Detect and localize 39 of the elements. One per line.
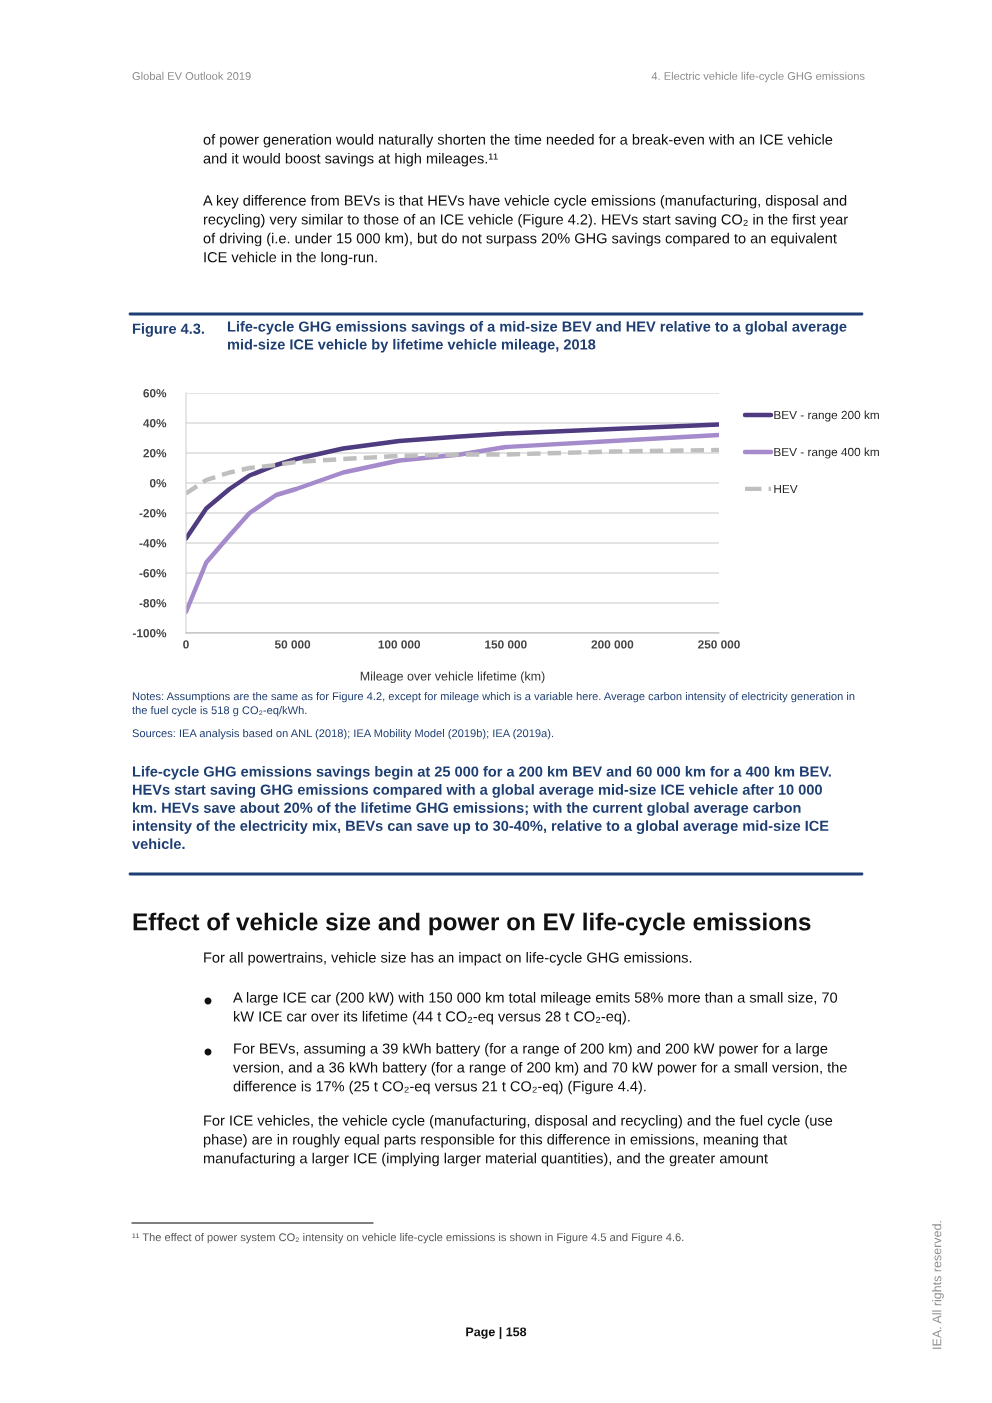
text: For all powertrains, vehicle size has an impact on life-cycle GHG emissions. <box>204 952 692 966</box>
x-tick-label: 200 000 <box>591 640 634 649</box>
x-tick-label: 100 000 <box>378 640 421 649</box>
y-tick-label: 40% <box>143 419 167 428</box>
text: ¹¹ The effect of power system CO₂ intensity on vehicle life-cycle emissions is shown in Figure 4.5 and Figure 4.6. <box>132 1233 684 1244</box>
y-tick-label: 60% <box>143 389 167 398</box>
y-tick-label: -40% <box>139 539 167 548</box>
text: A large ICE car (200 kW) with 150 000 km total mileage emits 58% more than a small size, 70 kW ICE car over its lifetime (44 t CO₂-eq versus 28 t CO₂-eq). <box>233 992 838 1025</box>
y-tick-label: -20% <box>139 509 167 518</box>
text: Notes: Assumptions are the same as for Figure 4.2, except for mileage which is a variable here. Average carbon intensity of electricity generation in the fuel cycle is 518 g CO₂-eq/kWh. <box>132 692 855 717</box>
text: Life-cycle GHG emissions savings begin at 25 000 for a 200 km BEV and 60 000 km for a 400 km BEV. HEVs start saving GHG emissions compared with a global average mid-size ICE vehicle after 10 000 km. HEVs save about 20% of the lifetime GHG emissions; with the current global average carbon intensity of the electricity mix, BEVs can save up to 30-40%, relative to a global average mid-size ICE vehicle. <box>132 766 831 850</box>
line-series <box>186 432 719 615</box>
text: A key difference from BEVs is that HEVs have vehicle cycle emissions (manufacturing, disposal and recycling) very similar to those of an ICE vehicle (Figure 4.2). HEVs start saving CO₂ in the first year of driving (i.e. under 15 000 km), but do not surpass 20% GHG savings compared to an equivalent ICE vehicle in the long-run. <box>203 195 848 266</box>
text: Global EV Outlook 2019 <box>132 71 251 80</box>
y-tick-label: -60% <box>139 569 167 578</box>
text: IEA. All rights reserved. <box>932 1221 944 1349</box>
y-tick-label: 0% <box>149 479 167 488</box>
x-tick-label: 0 <box>183 640 189 649</box>
text: 4. Electric vehicle life-cycle GHG emissions <box>651 71 865 83</box>
legend-label: BEV - range 200 km <box>774 410 879 422</box>
text: For BEVs, assuming a 39 kWh battery (for a range of 200 km) and 200 kW power for a large version, and a 36 kWh battery (for a range of 200 km) and 70 kW power for a small version, the difference is 17% (25 t CO₂-eq versus 21 t CO₂-eq) (Figure 4.4). <box>233 1043 847 1095</box>
text: Page | 158 <box>466 1327 527 1339</box>
x-axis-title: Mileage over vehicle lifetime (km) <box>360 671 545 684</box>
caption: Figure 4.3. <box>132 323 204 337</box>
source-note: Sources: IEA analysis based on ANL (2018); IEA Mobility Model (2019b); IEA (2019a). <box>132 729 554 740</box>
x-tick-label: 50 000 <box>274 640 311 649</box>
line-series <box>186 447 719 496</box>
chart-title: Life-cycle GHG emissions savings of a mid-size BEV and HEV relative to a global average mid-size ICE vehicle by lifetime vehicle mileage, 2018 <box>227 321 847 353</box>
text: of power generation would naturally shorten the time needed for a break-even with an ICE vehicle and it would boost savings at high mileages.¹¹ <box>203 134 833 167</box>
text: For ICE vehicles, the vehicle cycle (manufacturing, disposal and recycling) and the fuel cycle (use phase) are in roughly equal parts responsible for this difference in emissions, meaning that manufacturing a larger ICE (implying larger material quantities), and the greater amount <box>203 1115 833 1167</box>
text: Effect of vehicle size and power on EV life-cycle emissions <box>133 912 811 936</box>
legend-label: HEV <box>774 484 798 494</box>
legend-label: BEV - range 400 km <box>774 447 879 459</box>
y-tick-label: -100% <box>132 629 167 638</box>
line-series <box>186 422 719 541</box>
y-tick-label: 20% <box>143 449 167 458</box>
x-tick-label: 150 000 <box>485 640 527 649</box>
y-tick-label: -80% <box>139 599 167 608</box>
x-tick-label: 250 000 <box>698 640 740 649</box>
